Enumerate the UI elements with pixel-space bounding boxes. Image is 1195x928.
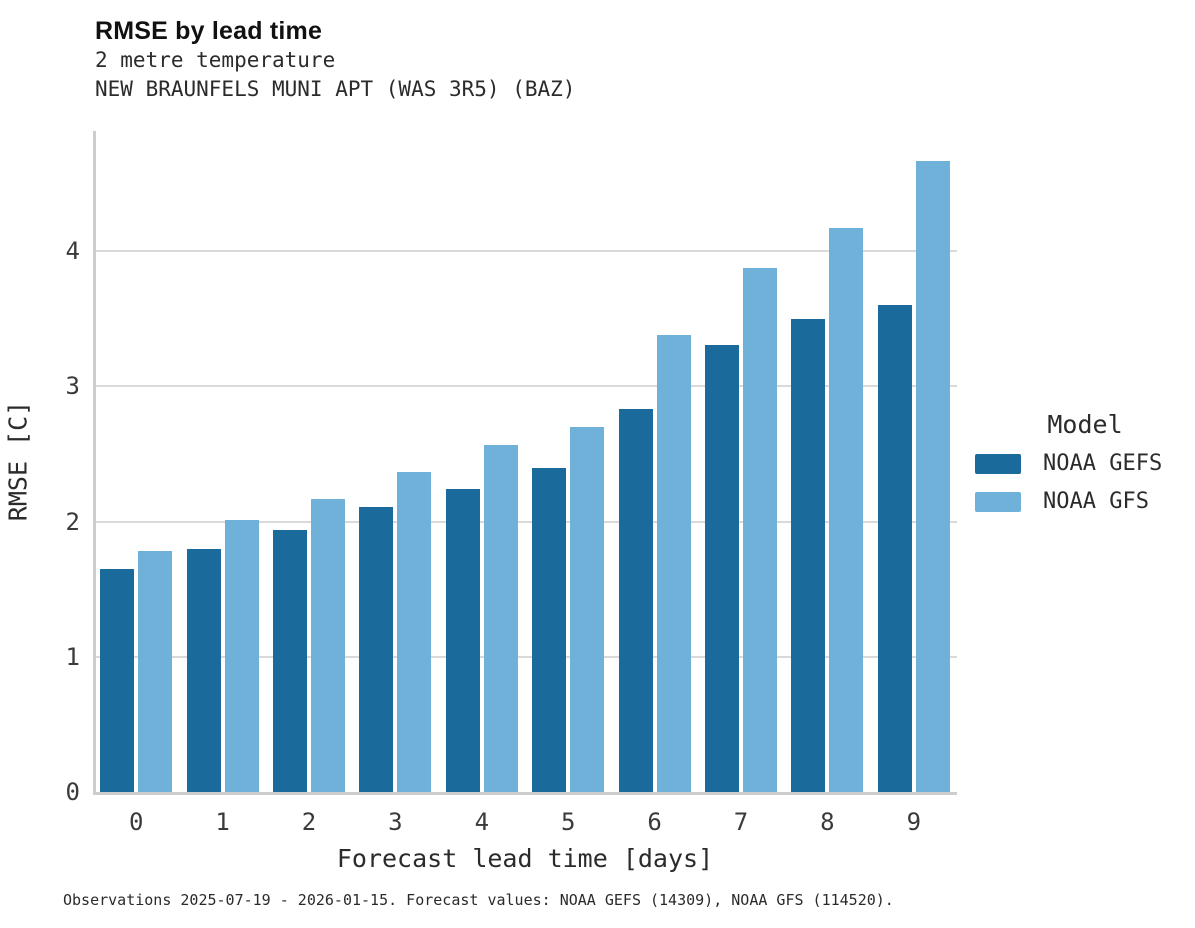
bar-noaa-gefs-day7 [705,345,739,792]
gridline-y2 [93,520,957,523]
y-tick-label-4: 4 [65,237,80,266]
bar-noaa-gefs-day4 [445,489,480,792]
y-tick-label-1: 1 [65,642,80,671]
x-tick-label-3: 3 [388,808,403,836]
noaa-gfs-swatch-icon [975,491,1021,512]
gridline-y4 [93,250,957,253]
bar-noaa-gfs-day3 [397,472,432,792]
x-tick-label-2: 2 [301,808,317,836]
x-tick-label-6: 6 [647,808,662,836]
legend-label-noaa-gefs: NOAA GEFS [1043,451,1163,476]
bar-noaa-gfs-day9 [915,161,950,792]
bar-noaa-gefs-day5 [532,468,567,792]
y-tick-label-2: 2 [65,507,80,536]
bar-noaa-gefs-day8 [791,319,826,792]
x-tick-label-7: 7 [733,808,749,836]
x-tick-label-9: 9 [906,808,922,836]
legend: Model NOAA GEFS NOAA GFS [975,410,1185,527]
bar-noaa-gfs-day4 [483,445,518,792]
bar-noaa-gfs-day2 [311,499,345,792]
x-axis-title: Forecast lead time [days] [336,844,714,873]
x-tick-label-8: 8 [820,808,835,836]
bar-noaa-gfs-day1 [224,520,259,792]
bar-noaa-gefs-day0 [100,569,135,792]
chart-title: RMSE by lead time [95,17,323,45]
bar-noaa-gefs-day3 [359,507,394,792]
x-tick-label-0: 0 [128,808,144,836]
x-tick-label-4: 4 [474,808,490,836]
caption: Observations 2025-07-19 - 2026-01-15. Fo… [63,891,894,909]
bar-noaa-gfs-day0 [138,551,173,792]
x-tick-label-5: 5 [560,808,576,836]
chart-subtitle-station: NEW BRAUNFELS MUNI APT (WAS 3R5) (BAZ) [95,77,576,101]
bar-noaa-gefs-day2 [273,530,307,792]
legend-title: Model [1047,410,1123,439]
y-tick-label-0: 0 [65,778,80,806]
bar-noaa-gfs-day5 [570,427,605,792]
bar-noaa-gefs-day6 [618,409,653,792]
legend-entry-noaa-gfs: NOAA GFS [975,489,1185,514]
bar-noaa-gefs-day9 [877,305,912,792]
bar-noaa-gfs-day7 [743,268,777,792]
bar-noaa-gfs-day6 [656,335,691,792]
bar-noaa-gefs-day1 [186,549,221,792]
noaa-gefs-swatch-icon [975,453,1021,474]
bar-noaa-gfs-day8 [829,228,864,792]
legend-label-noaa-gfs: NOAA GFS [1043,489,1149,514]
gridline-y1 [93,655,957,658]
x-tick-label-1: 1 [215,808,230,836]
chart-subtitle-variable: 2 metre temperature [95,48,336,72]
x-axis-spine [93,792,957,795]
plot-area [93,131,957,795]
chart-header: RMSE by lead time 2 metre temperature NE… [95,16,575,104]
y-tick-label-3: 3 [65,372,80,401]
y-axis-title: RMSE [C] [3,400,33,522]
legend-entry-noaa-gefs: NOAA GEFS [975,451,1185,476]
y-axis-spine [93,131,96,795]
gridline-y3 [93,385,957,388]
